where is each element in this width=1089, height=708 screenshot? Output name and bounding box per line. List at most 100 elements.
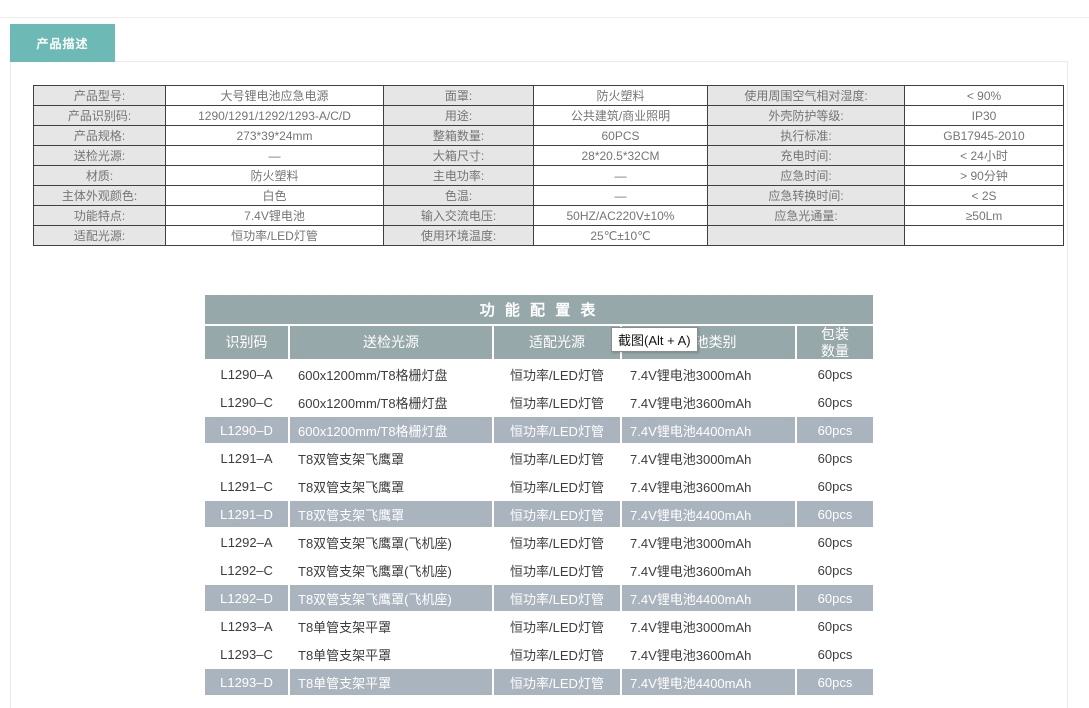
config-table-row: L1293–D T8单管支架平罩 恒功率/LED灯管 7.4V锂电池4400mAh 60… <box>205 669 874 695</box>
spec-label-cell: 应急时间: <box>707 165 905 186</box>
config-cell-qty: 60pcs <box>797 417 874 443</box>
spec-value-cell: 28*20.5*32CM <box>533 145 708 166</box>
config-cell-adapted_light: 恒功率/LED灯管 <box>494 669 620 695</box>
spec-label-cell: 应急光通量: <box>707 205 905 226</box>
spec-label-cell: 输入交流电压: <box>383 205 534 226</box>
config-cell-qty: 60pcs <box>797 361 874 387</box>
config-cell-tested_light: T8双管支架飞鹰罩 <box>290 473 492 499</box>
tab-product-description[interactable]: 产品描述 <box>10 24 115 62</box>
config-cell-battery: 7.4V锂电池3000mAh <box>622 529 795 555</box>
spec-value-cell: — <box>165 145 384 166</box>
config-cell-adapted_light: 恒功率/LED灯管 <box>494 417 620 443</box>
config-cell-id: L1292–A <box>205 529 288 555</box>
spec-value-cell: 7.4V锂电池 <box>165 205 384 226</box>
spec-label-cell: 色温: <box>383 185 534 206</box>
spec-label-cell: 面罩: <box>383 85 534 106</box>
spec-label-cell: 产品型号: <box>33 85 166 106</box>
spec-label-cell <box>707 225 905 246</box>
config-cell-qty: 60pcs <box>797 585 874 611</box>
config-cell-adapted_light: 恒功率/LED灯管 <box>494 585 620 611</box>
config-cell-adapted_light: 恒功率/LED灯管 <box>494 389 620 415</box>
config-cell-battery: 7.4V锂电池3000mAh <box>622 445 795 471</box>
config-cell-battery: 7.4V锂电池3600mAh <box>622 473 795 499</box>
spec-value-cell: — <box>533 165 708 186</box>
config-cell-adapted_light: 恒功率/LED灯管 <box>494 361 620 387</box>
config-cell-tested_light: T8双管支架飞鹰罩(飞机座) <box>290 557 492 583</box>
config-cell-tested_light: T8双管支架飞鹰罩 <box>290 445 492 471</box>
spec-table-row: 功能特点: 7.4V锂电池 输入交流电压: 50HZ/AC220V±10% 应急光通量:… <box>33 205 1064 226</box>
spec-value-cell: 白色 <box>165 185 384 206</box>
config-cell-id: L1292–D <box>205 585 288 611</box>
config-cell-adapted_light: 恒功率/LED灯管 <box>494 557 620 583</box>
config-cell-battery: 7.4V锂电池3000mAh <box>622 613 795 639</box>
config-cell-qty: 60pcs <box>797 445 874 471</box>
spec-value-cell: 25℃±10℃ <box>533 225 708 246</box>
config-cell-qty: 60pcs <box>797 501 874 527</box>
config-cell-adapted_light: 恒功率/LED灯管 <box>494 501 620 527</box>
config-cell-tested_light: T8单管支架平罩 <box>290 613 492 639</box>
spec-value-cell: 大号锂电池应急电源 <box>165 85 384 106</box>
config-cell-tested_light: T8单管支架平罩 <box>290 669 492 695</box>
config-cell-tested_light: T8双管支架飞鹰罩 <box>290 501 492 527</box>
top-divider <box>0 17 1089 18</box>
spec-label-cell: 执行标准: <box>707 125 905 146</box>
spec-value-cell: ≥50Lm <box>904 205 1064 226</box>
spec-label-cell: 用途: <box>383 105 534 126</box>
spec-label-cell: 应急转换时间: <box>707 185 905 206</box>
spec-table-row: 适配光源: 恒功率/LED灯管 使用环境温度: 25℃±10℃ <box>33 225 1064 246</box>
config-table-row: L1292–C T8双管支架飞鹰罩(飞机座) 恒功率/LED灯管 7.4V锂电池360… <box>205 557 874 583</box>
spec-value-cell: < 24小时 <box>904 145 1064 166</box>
config-cell-qty: 60pcs <box>797 389 874 415</box>
spec-value-cell: 1290/1291/1292/1293-A/C/D <box>165 105 384 126</box>
config-cell-id: L1293–D <box>205 669 288 695</box>
spec-table-row: 产品识别码: 1290/1291/1292/1293-A/C/D 用途: 公共建筑/商… <box>33 105 1064 126</box>
config-cell-tested_light: 600x1200mm/T8格栅灯盘 <box>290 361 492 387</box>
config-cell-battery: 7.4V锂电池3600mAh <box>622 557 795 583</box>
config-cell-qty: 60pcs <box>797 641 874 667</box>
config-header-cell: 识别码 <box>205 326 288 359</box>
config-cell-adapted_light: 恒功率/LED灯管 <box>494 473 620 499</box>
spec-value-cell <box>904 225 1064 246</box>
spec-value-cell: 60PCS <box>533 125 708 146</box>
spec-value-cell: < 2S <box>904 185 1064 206</box>
config-cell-tested_light: T8双管支架飞鹰罩(飞机座) <box>290 529 492 555</box>
config-cell-qty: 60pcs <box>797 557 874 583</box>
spec-label-cell: 功能特点: <box>33 205 166 226</box>
spec-value-cell: > 90分钟 <box>904 165 1064 186</box>
spec-label-cell: 主体外观颜色: <box>33 185 166 206</box>
spec-value-cell: 防火塑料 <box>165 165 384 186</box>
config-table-row: L1292–D T8双管支架飞鹰罩(飞机座) 恒功率/LED灯管 7.4V锂电池440… <box>205 585 874 611</box>
config-cell-tested_light: 600x1200mm/T8格栅灯盘 <box>290 417 492 443</box>
config-cell-id: L1290–A <box>205 361 288 387</box>
config-table-row: L1291–A T8双管支架飞鹰罩 恒功率/LED灯管 7.4V锂电池3000mAh 6… <box>205 445 874 471</box>
screenshot-shortcut-tooltip: 截图(Alt + A) <box>611 327 698 352</box>
config-cell-battery: 7.4V锂电池4400mAh <box>622 501 795 527</box>
config-cell-qty: 60pcs <box>797 669 874 695</box>
config-cell-battery: 7.4V锂电池3600mAh <box>622 389 795 415</box>
config-cell-tested_light: 600x1200mm/T8格栅灯盘 <box>290 389 492 415</box>
config-table-title: 功 能 配 置 表 <box>205 295 874 324</box>
spec-label-cell: 送检光源: <box>33 145 166 166</box>
config-table-header-row: 识别码 送检光源 适配光源 电池类别 包装 数量 <box>205 326 874 359</box>
spec-label-cell: 适配光源: <box>33 225 166 246</box>
spec-label-cell: 材质: <box>33 165 166 186</box>
spec-value-cell: IP30 <box>904 105 1064 126</box>
config-cell-id: L1290–D <box>205 417 288 443</box>
config-cell-adapted_light: 恒功率/LED灯管 <box>494 613 620 639</box>
config-table-row: L1290–D 600x1200mm/T8格栅灯盘 恒功率/LED灯管 7.4V锂电池… <box>205 417 874 443</box>
config-table-row: L1292–A T8双管支架飞鹰罩(飞机座) 恒功率/LED灯管 7.4V锂电池300… <box>205 529 874 555</box>
config-cell-battery: 7.4V锂电池4400mAh <box>622 669 795 695</box>
spec-value-cell: 防火塑料 <box>533 85 708 106</box>
spec-table-row: 产品型号: 大号锂电池应急电源 面罩: 防火塑料 使用周围空气相对湿度: < 90% <box>33 85 1064 106</box>
config-cell-battery: 7.4V锂电池3000mAh <box>622 361 795 387</box>
config-cell-id: L1290–C <box>205 389 288 415</box>
spec-label-cell: 整箱数量: <box>383 125 534 146</box>
product-spec-table: 产品型号: 大号锂电池应急电源 面罩: 防火塑料 使用周围空气相对湿度: < 90% 产品识… <box>33 85 1064 246</box>
config-cell-tested_light: T8双管支架飞鹰罩(飞机座) <box>290 585 492 611</box>
config-cell-qty: 60pcs <box>797 529 874 555</box>
spec-label-cell: 外壳防护等级: <box>707 105 905 126</box>
config-cell-battery: 7.4V锂电池4400mAh <box>622 585 795 611</box>
config-cell-id: L1291–C <box>205 473 288 499</box>
function-config-table: 功 能 配 置 表 识别码 送检光源 适配光源 电池类别 包装 数量 L1290–A 60… <box>203 293 875 697</box>
